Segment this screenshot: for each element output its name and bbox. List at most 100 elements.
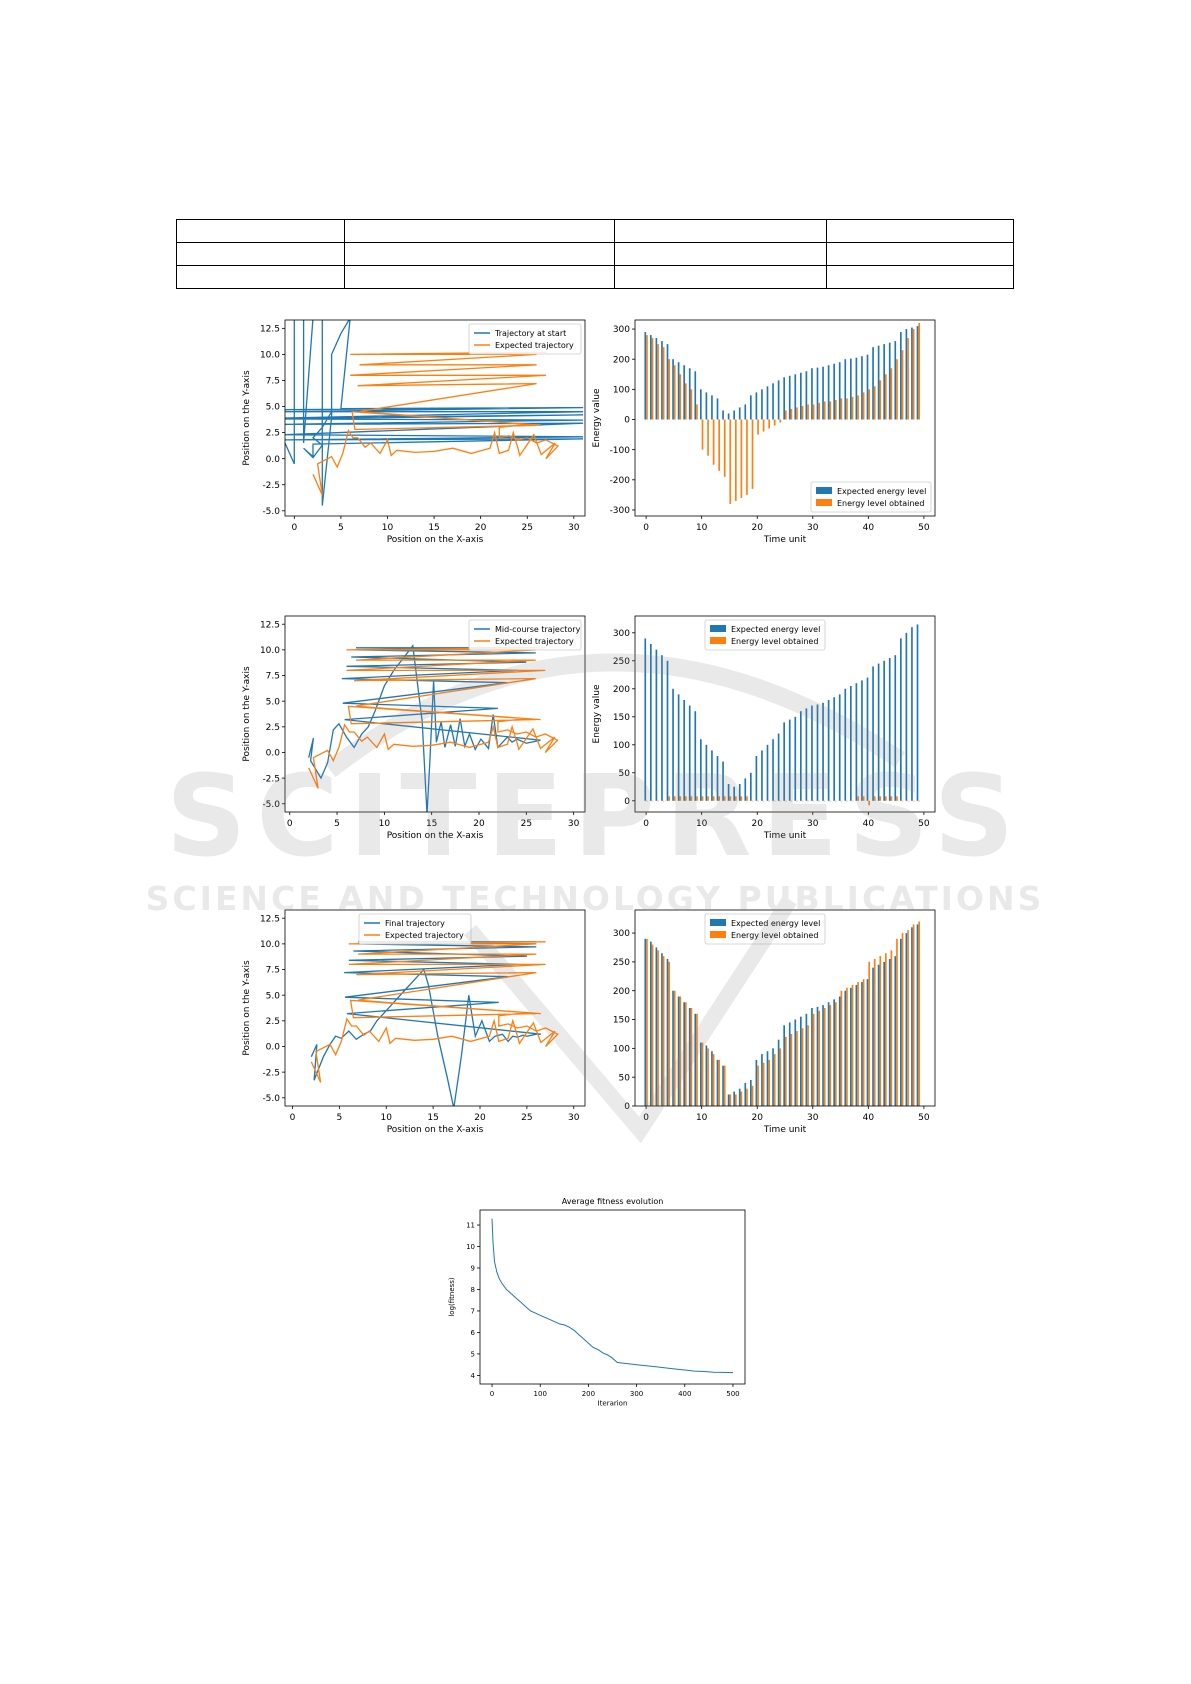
expected-bar: [694, 1013, 697, 1106]
obtained-bar: [696, 1013, 698, 1106]
expected-bar: [744, 1082, 747, 1106]
legend-label: Final trajectory: [385, 919, 445, 928]
obtained-bar: [896, 796, 898, 801]
x-axis-label: Time unit: [763, 831, 807, 841]
obtained-bar: [735, 419, 737, 501]
expected-bar: [677, 362, 680, 420]
expected-bar: [811, 368, 813, 420]
expected-bar: [800, 372, 802, 420]
obtained-bar: [796, 407, 798, 420]
obtained-bar: [712, 419, 715, 465]
obtained-bar: [818, 402, 820, 420]
obtained-bar: [657, 950, 659, 1106]
y-tick-label: -5.0: [262, 800, 280, 810]
expected-bar: [916, 326, 919, 420]
obtained-bar: [851, 396, 854, 420]
x-tick-label: 100: [534, 1390, 547, 1398]
obtained-bar: [651, 944, 654, 1106]
expected-bar: [794, 374, 797, 420]
x-tick-label: 20: [475, 523, 487, 533]
obtained-bar: [785, 410, 787, 420]
legend-label: Energy level obtained: [837, 499, 924, 508]
obtained-bar: [685, 383, 687, 420]
plot-area: [285, 320, 584, 506]
y-tick-label: 2.5: [266, 429, 280, 439]
obtained-bar: [896, 359, 898, 420]
obtained-bar: [840, 398, 843, 420]
expected-bar: [755, 1059, 758, 1106]
y-tick-label: 0: [624, 797, 630, 807]
x-tick-label: 40: [863, 819, 875, 829]
obtained-bar: [773, 1054, 776, 1106]
plot-area: [644, 323, 920, 504]
expected-bar: [816, 1006, 819, 1106]
y-tick-label: 12.5: [260, 914, 280, 924]
series-line-1: [285, 320, 584, 506]
expected-bar: [911, 927, 913, 1106]
obtained-bar: [846, 987, 848, 1106]
expected-bar: [716, 756, 719, 801]
y-tick-label: 8: [471, 1286, 475, 1294]
series-line-2: [308, 647, 559, 789]
expected-bar: [661, 953, 663, 1106]
obtained-bar: [751, 1085, 754, 1106]
expected-bar: [844, 688, 847, 801]
obtained-bar: [857, 395, 859, 420]
legend-box: [704, 619, 826, 651]
x-tick-label: 20: [751, 523, 763, 533]
obtained-bar: [846, 800, 848, 802]
expected-bar: [766, 744, 769, 801]
expected-bar: [711, 750, 713, 801]
obtained-bar: [723, 1065, 726, 1106]
obtained-bar: [829, 1005, 832, 1106]
expected-bar: [722, 410, 724, 420]
expected-bar: [666, 959, 669, 1106]
obtained-bar: [757, 800, 759, 802]
expected-bar: [850, 987, 852, 1106]
obtained-bar: [729, 796, 732, 801]
expected-bar: [877, 663, 880, 801]
x-tick-label: 0: [643, 523, 649, 533]
expected-bar: [861, 680, 863, 801]
obtained-bar: [746, 419, 748, 495]
y-tick-label: -5.0: [262, 507, 280, 517]
expected-bar: [872, 666, 874, 801]
expected-bar: [838, 694, 841, 801]
expected-bar: [700, 1042, 702, 1106]
x-tick-label: 20: [751, 819, 763, 829]
expected-bar: [783, 377, 785, 420]
x-tick-label: 30: [807, 1113, 819, 1123]
obtained-bar: [690, 796, 693, 801]
y-tick-label: 0: [624, 416, 630, 426]
expected-bar: [738, 784, 741, 801]
expected-bar: [761, 1054, 763, 1106]
obtained-bar: [751, 419, 754, 489]
obtained-bar: [735, 1094, 737, 1106]
expected-bar: [827, 700, 830, 801]
expected-bar: [655, 338, 658, 420]
legend-label: Mid-course trajectory: [495, 625, 581, 634]
y-tick-label: 150: [613, 713, 630, 723]
obtained-bar: [685, 1002, 687, 1106]
y-tick-label: 5.0: [266, 697, 281, 707]
obtained-bar: [779, 800, 782, 802]
expected-bar: [750, 772, 752, 801]
x-tick-label: 5: [334, 819, 340, 829]
obtained-bar: [679, 996, 682, 1106]
expected-bar: [855, 683, 858, 801]
y-tick-label: 50: [619, 1073, 631, 1083]
obtained-bar: [701, 1042, 704, 1106]
expected-bar: [650, 335, 652, 420]
expected-bar: [705, 1045, 708, 1106]
expected-bar: [716, 398, 719, 420]
y-tick-label: 250: [613, 958, 630, 968]
y-tick-label: 12.5: [260, 324, 280, 334]
obtained-bar: [885, 796, 887, 801]
obtained-bar: [657, 344, 659, 420]
obtained-bar: [873, 959, 876, 1106]
expected-bar: [855, 357, 858, 420]
x-tick-label: 0: [291, 523, 297, 533]
y-tick-label: 2.5: [266, 1017, 280, 1027]
legend-label: Expected energy level: [731, 625, 820, 634]
obtained-bar: [646, 335, 648, 420]
